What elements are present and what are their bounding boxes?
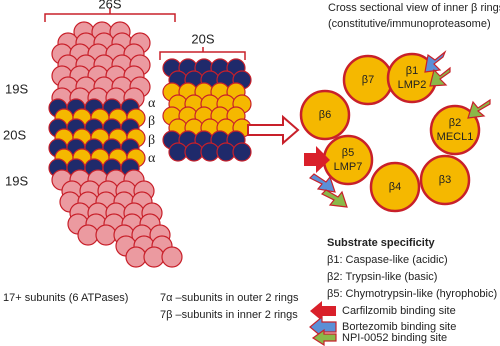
- caption: 7β –subunits in inner 2 rings: [160, 309, 298, 321]
- label: β: [148, 114, 155, 129]
- bortezomib-arrow: [424, 50, 447, 73]
- legend-arrow: [309, 315, 337, 339]
- ring-subunit: [429, 104, 481, 156]
- bracket: [44, 8, 176, 22]
- subunit: [95, 224, 117, 246]
- subunit: [143, 246, 165, 268]
- subunit: [216, 142, 236, 162]
- label: 26S: [98, 0, 121, 11]
- subunit: [232, 142, 252, 162]
- text: β1: Caspase-like (acidic): [327, 254, 448, 266]
- legend-arrow: [311, 328, 337, 346]
- subunit: [161, 246, 183, 268]
- ring: β6 β7 β1 LMP2 β2 MECL1 β3 β4 β5 LMP7: [299, 52, 481, 213]
- ring-subunit: [299, 89, 351, 141]
- text: β5: Chymotrypsin-like (hyrophobic): [327, 288, 497, 300]
- npi-arrow: [320, 189, 348, 208]
- legend-label: Bortezomib binding site: [342, 321, 456, 333]
- subunit: [77, 224, 99, 246]
- label: α: [148, 96, 156, 111]
- ring-subunit: [419, 154, 471, 206]
- label: 20S: [191, 31, 214, 46]
- subunit: [200, 142, 220, 162]
- heading: Substrate specificity: [327, 237, 435, 249]
- shapes: [48, 21, 252, 268]
- label: 19S: [5, 173, 28, 188]
- arrow: [247, 114, 300, 146]
- subunit-alt: MECL1: [437, 131, 474, 143]
- bortezomib-arrow: [308, 173, 336, 193]
- bracket: [159, 47, 246, 60]
- subunit-name: β6: [319, 109, 331, 121]
- subunit: [184, 142, 204, 162]
- label: β: [148, 133, 155, 148]
- carfilzomib-arrow: [304, 146, 330, 173]
- subunit-alt: LMP7: [334, 161, 363, 173]
- legend-arrow: [310, 301, 336, 321]
- npi-arrow: [429, 66, 451, 87]
- title: (constitutive/immunoproteasome): [328, 18, 491, 30]
- subunit-name: β2: [449, 117, 461, 129]
- label: 20S: [3, 127, 26, 142]
- npi-arrow: [467, 98, 491, 119]
- subunit-name: β5: [342, 147, 354, 159]
- caption: 17+ subunits (6 ATPases): [3, 292, 128, 304]
- subunit-name: β4: [389, 181, 401, 193]
- label: 19S: [5, 81, 28, 96]
- subunit: [168, 142, 188, 162]
- text: β2: Trypsin-like (basic): [327, 271, 437, 283]
- subunit-name: β3: [439, 174, 451, 186]
- legend-label: Carfilzomib binding site: [342, 305, 456, 317]
- caption: 7α –subunits in outer 2 rings: [160, 292, 299, 304]
- subunit: [125, 246, 147, 268]
- ring-subunit: [369, 161, 421, 213]
- legend-label: NPI-0052 binding site: [342, 332, 447, 344]
- title: Cross sectional view of inner β rings: [328, 2, 500, 14]
- subunit-alt: LMP2: [398, 79, 427, 91]
- subunit-name: β1: [406, 65, 418, 77]
- subunit-name: β7: [362, 74, 374, 86]
- label: α: [148, 151, 156, 166]
